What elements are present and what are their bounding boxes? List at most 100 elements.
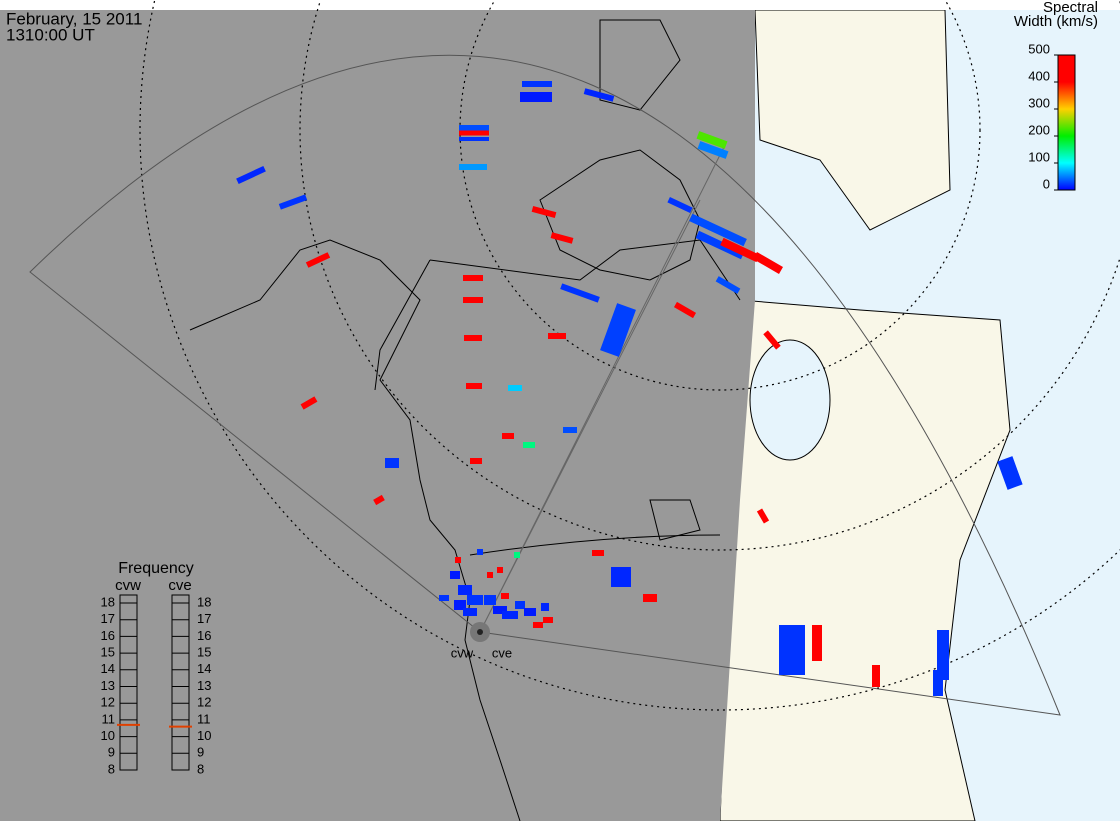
echo-cell xyxy=(583,88,615,102)
echo-cell xyxy=(523,442,535,448)
echo-cell xyxy=(459,137,489,141)
echo-cell xyxy=(643,594,657,602)
frequency-tick-label: 15 xyxy=(101,645,115,660)
echo-cell xyxy=(667,196,693,214)
echo-cell xyxy=(779,625,805,675)
frequency-tick-label: 10 xyxy=(101,728,115,743)
echo-cell xyxy=(455,557,461,563)
colorbar-title: Width (km/s) xyxy=(1014,13,1098,30)
colorbar-title: Spectral xyxy=(1043,0,1098,16)
lake xyxy=(649,499,701,541)
echo-cell xyxy=(715,276,741,294)
echo-cell xyxy=(459,164,487,170)
echo-cell xyxy=(520,92,552,102)
frequency-title: Frequency xyxy=(118,560,194,577)
frequency-tick-label: 9 xyxy=(108,745,115,760)
echo-cell xyxy=(533,622,543,628)
echo-cell xyxy=(463,297,483,303)
echo-cell xyxy=(515,601,525,609)
hudson-bay xyxy=(749,339,831,461)
echo-cell xyxy=(563,427,577,433)
colorbar-tick-label: 300 xyxy=(1028,95,1050,110)
echo-cell xyxy=(937,630,949,680)
echo-cell xyxy=(763,330,781,350)
echo-cell xyxy=(531,205,557,219)
echo-cell xyxy=(300,396,318,410)
echo-cell xyxy=(236,165,266,185)
echo-cell xyxy=(464,335,482,341)
echo-cell xyxy=(467,595,483,605)
echo-cell xyxy=(502,433,514,439)
frequency-panel: cvw89101112131415161718cve89101112131415… xyxy=(101,577,212,776)
echo-cell xyxy=(463,275,483,281)
border xyxy=(374,239,741,391)
echo-cell xyxy=(695,230,745,260)
coastlines xyxy=(189,19,741,821)
frequency-tick-label: 10 xyxy=(197,728,211,743)
radar-label: cve xyxy=(492,645,512,660)
echo-cell xyxy=(872,665,880,687)
echo-cell xyxy=(997,456,1023,490)
ellesmere xyxy=(599,19,681,111)
beam-outline xyxy=(479,144,726,633)
frequency-tick-label: 15 xyxy=(197,645,211,660)
echo-cell xyxy=(550,232,574,244)
echo-cell xyxy=(514,552,520,558)
frequency-tick-label: 14 xyxy=(101,661,115,676)
echo-cell xyxy=(560,283,600,303)
frequency-tick-label: 8 xyxy=(108,761,115,776)
echoes xyxy=(236,81,1023,696)
echo-cell xyxy=(592,550,604,556)
echo-cell xyxy=(543,617,553,623)
frequency-tick-label: 18 xyxy=(101,594,115,609)
echo-cell xyxy=(487,572,493,578)
frequency-tick-label: 16 xyxy=(101,628,115,643)
echo-cell xyxy=(541,603,549,611)
frequency-tick-label: 16 xyxy=(197,628,211,643)
echo-cell xyxy=(450,571,460,579)
frequency-tick-label: 17 xyxy=(101,611,115,626)
echo-cell xyxy=(497,567,503,573)
echo-cell xyxy=(508,385,522,391)
echo-cell xyxy=(756,508,770,524)
echo-cell xyxy=(477,549,483,555)
arctic-islands xyxy=(539,149,701,281)
echo-cell xyxy=(548,333,566,339)
echo-cell xyxy=(459,125,489,131)
echo-cell xyxy=(673,301,697,319)
colorbar-tick-label: 500 xyxy=(1028,41,1050,56)
frequency-tick-label: 18 xyxy=(197,594,211,609)
echo-cell xyxy=(501,593,509,599)
us-border xyxy=(469,534,721,556)
frequency-radar-name: cve xyxy=(168,577,191,594)
west-coast xyxy=(189,239,521,821)
echo-cell xyxy=(305,252,331,268)
echo-cell xyxy=(373,494,385,506)
echo-cell xyxy=(933,670,943,696)
echo-cell xyxy=(493,606,507,614)
echo-cell xyxy=(502,611,518,619)
frequency-tick-label: 13 xyxy=(197,678,211,693)
colorbar-tick-label: 400 xyxy=(1028,68,1050,83)
echo-cell xyxy=(753,252,783,274)
top-band xyxy=(0,0,1120,10)
echo-cell xyxy=(458,585,472,595)
frequency-tick-label: 13 xyxy=(101,678,115,693)
echo-cell xyxy=(466,383,482,389)
echo-cell xyxy=(385,458,399,468)
frequency-tick-label: 12 xyxy=(101,695,115,710)
echo-cell xyxy=(720,237,760,263)
echo-cell xyxy=(524,608,536,616)
frequency-tick-label: 8 xyxy=(197,761,204,776)
echo-cell xyxy=(522,81,552,87)
echo-cell xyxy=(611,567,631,587)
echo-cell xyxy=(278,194,308,210)
colorbar xyxy=(1057,54,1076,191)
frequency-tick-label: 17 xyxy=(197,611,211,626)
frequency-tick-label: 11 xyxy=(102,711,116,726)
colorbar-tick-label: 200 xyxy=(1028,122,1050,137)
echo-cell xyxy=(463,608,477,616)
echo-cell xyxy=(459,130,489,136)
